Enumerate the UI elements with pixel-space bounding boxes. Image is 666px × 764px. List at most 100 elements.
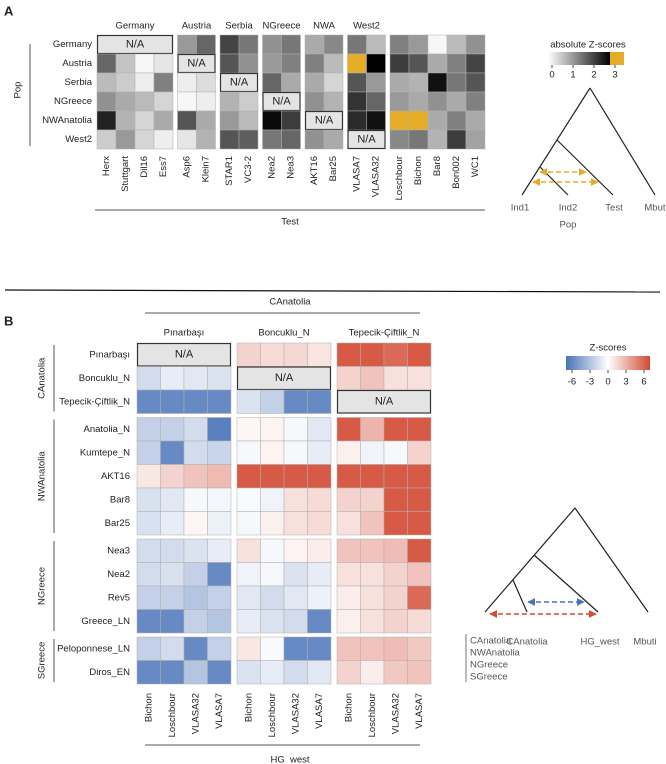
heatmap-cell: [336, 562, 361, 587]
heatmap-cell: [383, 511, 408, 536]
heatmap-cell: [160, 440, 185, 465]
heatmap-cell: [307, 585, 332, 610]
row-label: Diros_EN: [89, 667, 130, 678]
panel-separator: [4, 289, 661, 293]
tree-population-label: NWAnatolia: [470, 648, 521, 659]
na-box: [304, 110, 344, 131]
heatmap-cell: [207, 464, 232, 489]
column-label: STAR1: [224, 156, 235, 186]
heatmap-cell: [153, 72, 174, 93]
heatmap-cell: [183, 562, 208, 587]
heatmap-cell: [283, 636, 308, 661]
na-label: N/A: [126, 38, 145, 50]
na-label: N/A: [357, 133, 376, 145]
heatmap-cell: [408, 53, 429, 74]
heatmap-cell: [160, 366, 185, 391]
heatmap-cell: [283, 440, 308, 465]
heatmap-cell: [283, 511, 308, 536]
tree-branch: [484, 507, 576, 613]
legend-colorbar: [548, 52, 610, 65]
heatmap-cell: [283, 389, 308, 414]
row-group-label: NGreece: [37, 567, 48, 605]
heatmap-cell: [177, 129, 197, 150]
heatmap-cell: [360, 464, 385, 489]
heatmap-cell: [136, 417, 161, 442]
legend-colorbar: [566, 356, 650, 370]
heatmap-cell: [347, 110, 367, 131]
heatmap-cell: [260, 636, 285, 661]
row-label: Austria: [62, 58, 92, 69]
heatmap-cell: [336, 609, 361, 634]
heatmap-cell: [304, 34, 325, 55]
heatmap-cell: [236, 585, 261, 610]
column-label: VLASA7: [352, 156, 363, 192]
row-label: Bar25: [105, 518, 130, 529]
heatmap-cell: [407, 440, 432, 465]
row-label: NGreece: [54, 96, 92, 107]
column-group-label: Pınarbaşı: [164, 328, 205, 339]
heatmap-cell: [236, 562, 261, 587]
heatmap-cell: [236, 636, 261, 661]
heatmap-cell: [408, 110, 429, 131]
na-box: [347, 129, 386, 150]
row-label: Kumtepe_N: [80, 447, 130, 458]
heatmap-cell: [408, 129, 429, 150]
heatmap-cell: [115, 53, 136, 74]
heatmap-cell: [336, 440, 361, 465]
column-label: Klein7: [201, 156, 212, 182]
column-label: Bichon: [143, 693, 154, 722]
column-label: VLASA32: [371, 156, 382, 197]
column-label: VLASA7: [314, 693, 325, 729]
column-label: Loschbour: [267, 693, 278, 737]
heatmap-cell: [236, 440, 261, 465]
heatmap-cell: [207, 585, 232, 610]
heatmap-cell: [207, 636, 232, 661]
tree-population-label: CAnatolia: [470, 636, 512, 647]
row-label: Boncuklu_N: [79, 373, 130, 384]
tree-leaf-label: Ind1: [511, 203, 530, 214]
tree-population-label: SGreece: [470, 672, 508, 683]
heatmap-cell: [304, 72, 325, 93]
tree-leaf-label: Ind2: [559, 203, 578, 214]
heatmap-cell: [153, 110, 174, 131]
heatmap-cell: [207, 660, 232, 685]
heatmap-cell: [115, 110, 136, 131]
heatmap-cell: [283, 487, 308, 512]
heatmap-cell: [183, 464, 208, 489]
row-label: Peloponnese_LN: [57, 643, 130, 654]
heatmap-cell: [136, 511, 161, 536]
heatmap-cell: [183, 636, 208, 661]
heatmap-cell: [196, 91, 216, 112]
heatmap-cell: [336, 417, 361, 442]
heatmap-cell: [307, 464, 332, 489]
heatmap-cell: [260, 562, 285, 587]
column-label: Loschbour: [394, 156, 405, 200]
heatmap-cell: [160, 636, 185, 661]
heatmap-cell: [446, 110, 467, 131]
na-label: N/A: [175, 349, 194, 361]
column-group-label: Tepecik-Çiftlik_N: [349, 328, 420, 339]
heatmap-cell: [134, 110, 155, 131]
tree-leaf-label: HG_west: [580, 637, 619, 648]
legend-over: [610, 52, 624, 65]
na-box: [177, 53, 216, 74]
heatmap-cell: [336, 487, 361, 512]
heatmap-cell: [283, 342, 308, 367]
legend-title: Z-scores: [590, 343, 627, 354]
heatmap-cell: [183, 417, 208, 442]
na-label: N/A: [275, 372, 294, 384]
heatmap-cell: [207, 417, 232, 442]
na-box: [262, 91, 301, 112]
heatmap-cell: [360, 417, 385, 442]
heatmap-cell: [136, 366, 161, 391]
heatmap-cell: [207, 440, 232, 465]
heatmap-cell: [262, 72, 282, 93]
heatmap-cell: [383, 342, 408, 367]
heatmap-cell: [465, 34, 486, 55]
heatmap-cell: [366, 72, 386, 93]
heatmap-cell: [408, 72, 429, 93]
row-label: Nea2: [107, 569, 130, 580]
heatmap-cell: [408, 91, 429, 112]
heatmap-cell: [383, 464, 408, 489]
